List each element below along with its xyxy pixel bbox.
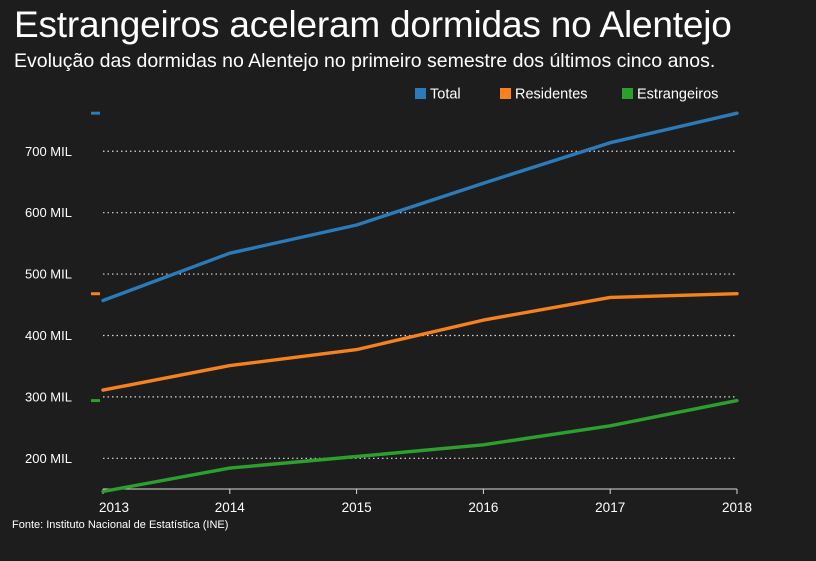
chart-subtitle: Evolução das dormidas no Alentejo no pri…	[14, 50, 716, 72]
y-tick-label: 500 MIL	[25, 267, 72, 282]
legend-label-total: Total	[430, 87, 461, 103]
y-tick-label: 200 MIL	[25, 451, 72, 466]
end-value-marker-residentes	[91, 292, 100, 296]
legend-swatch-estrangeiros	[622, 88, 633, 99]
y-tick-label: 400 MIL	[25, 328, 72, 343]
series-line-estrangeiros	[101, 398, 739, 494]
end-value-marker-total	[91, 111, 100, 115]
legend-swatch-residentes	[500, 88, 511, 99]
end-value-marker-estrangeiros	[91, 399, 100, 403]
x-tick-label: 2017	[595, 500, 625, 515]
legend-swatch-total	[415, 88, 426, 99]
y-tick-label: 700 MIL	[25, 144, 72, 159]
x-tick-label: 2014	[215, 500, 246, 515]
x-tick-label: 2018	[722, 500, 752, 515]
y-tick-label: 600 MIL	[25, 205, 72, 220]
source-note: Fonte: Instituto Nacional de Estatística…	[12, 519, 229, 531]
legend-label-residentes: Residentes	[515, 87, 588, 103]
series-line-residentes	[101, 292, 739, 392]
x-tick-label: 2013	[99, 500, 129, 515]
y-tick-label: 300 MIL	[25, 389, 72, 404]
legend-label-estrangeiros: Estrangeiros	[637, 87, 718, 103]
chart-title: Estrangeiros aceleram dormidas no Alente…	[14, 4, 732, 45]
series-line-total	[101, 111, 739, 303]
x-tick-label: 2015	[342, 500, 372, 515]
x-tick-label: 2016	[468, 500, 498, 515]
